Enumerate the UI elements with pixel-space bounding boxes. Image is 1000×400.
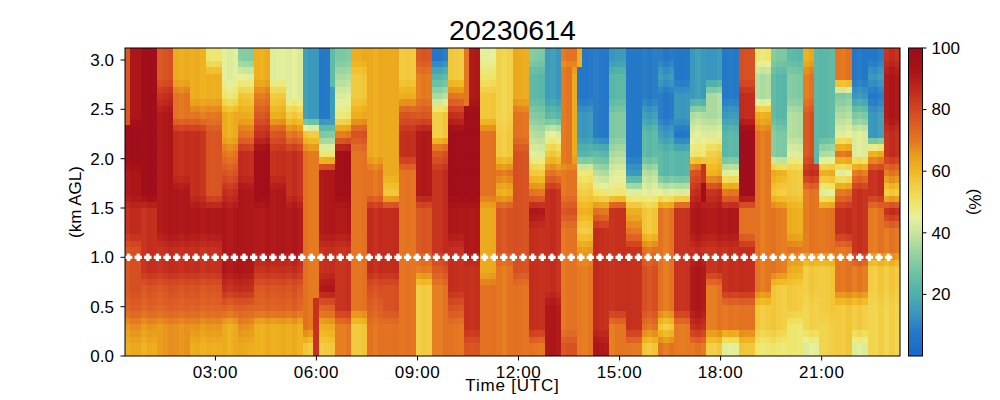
- svg-text:100: 100: [932, 39, 960, 58]
- svg-text:1.0: 1.0: [90, 248, 114, 267]
- svg-text:(km AGL): (km AGL): [66, 166, 85, 238]
- svg-text:15:00: 15:00: [597, 363, 643, 382]
- svg-text:2.5: 2.5: [90, 100, 114, 119]
- svg-text:18:00: 18:00: [698, 363, 744, 382]
- svg-text:0.0: 0.0: [90, 347, 114, 366]
- svg-text:06:00: 06:00: [294, 363, 340, 382]
- svg-text:21:00: 21:00: [799, 363, 845, 382]
- svg-text:(%): (%): [965, 189, 984, 215]
- svg-text:80: 80: [932, 100, 951, 119]
- svg-text:Time [UTC]: Time [UTC]: [465, 376, 559, 395]
- svg-text:20: 20: [932, 285, 951, 304]
- svg-text:3.0: 3.0: [90, 51, 114, 70]
- svg-text:03:00: 03:00: [193, 363, 239, 382]
- svg-text:09:00: 09:00: [395, 363, 441, 382]
- svg-text:40: 40: [932, 224, 951, 243]
- svg-text:2.0: 2.0: [90, 150, 114, 169]
- svg-text:0.5: 0.5: [90, 298, 114, 317]
- svg-text:20230614: 20230614: [449, 14, 576, 46]
- svg-text:1.5: 1.5: [90, 199, 114, 218]
- svg-text:60: 60: [932, 162, 951, 181]
